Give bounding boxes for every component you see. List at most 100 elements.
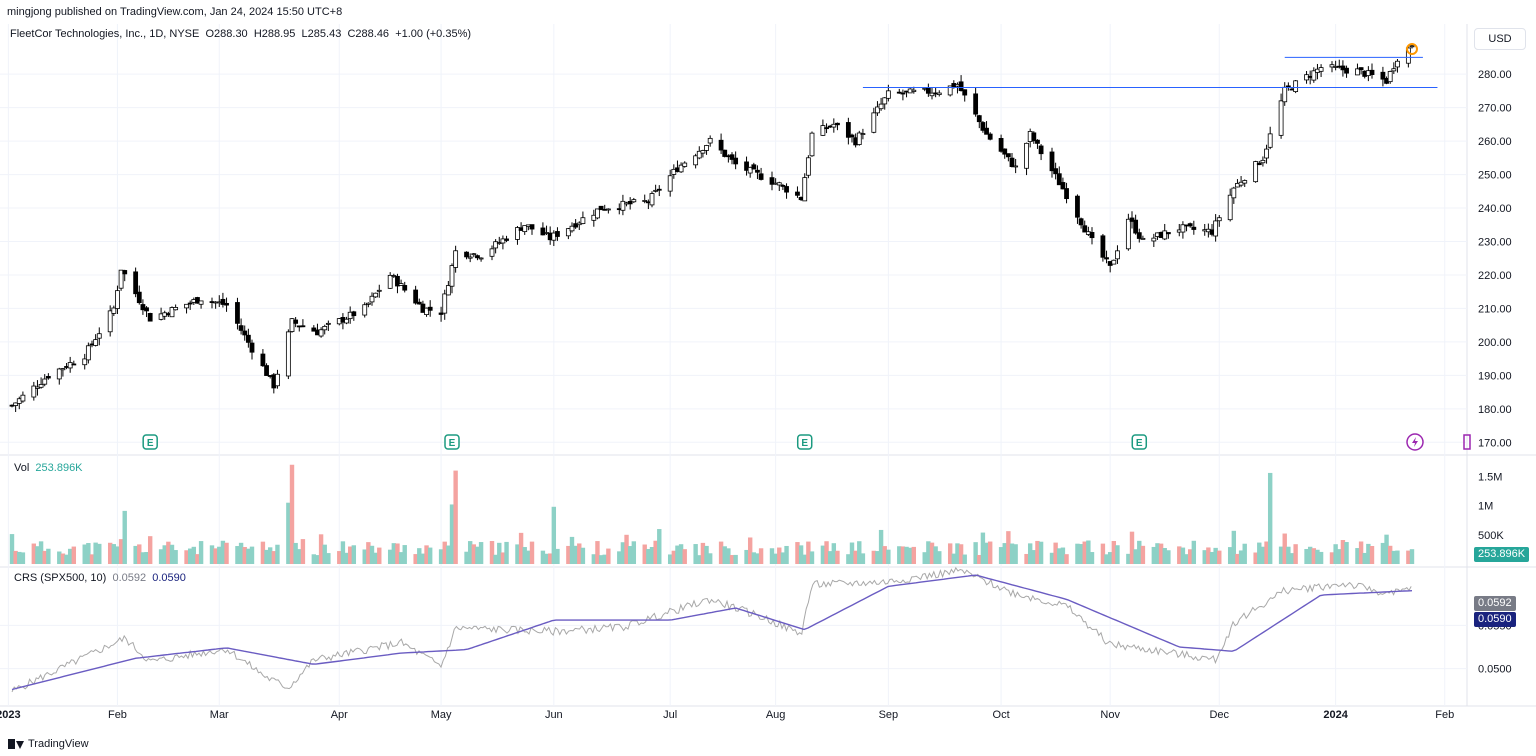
candle-body xyxy=(780,184,786,187)
volume-bar xyxy=(951,553,957,564)
volume-bar xyxy=(1191,540,1197,564)
volume-bar xyxy=(67,548,73,564)
candle-body xyxy=(1075,195,1080,218)
volume-bar xyxy=(849,542,855,564)
volume-bar xyxy=(1075,543,1080,564)
candle-body xyxy=(744,161,749,171)
volume-bar xyxy=(998,547,1004,564)
volume-bar xyxy=(1107,552,1113,564)
volume-bar xyxy=(591,554,597,564)
volume-bar xyxy=(700,542,706,564)
volume-bar xyxy=(857,541,862,564)
candle-body xyxy=(1278,100,1284,136)
volume-bar xyxy=(962,554,967,564)
volume-bar xyxy=(246,548,251,564)
volume-bar xyxy=(955,543,960,564)
volume-bar xyxy=(1264,541,1269,564)
volume-bar xyxy=(726,548,731,564)
chart-svg[interactable]: 170.00 180.00 190.00 200.00 210.00 220.00 230.… xyxy=(0,24,1536,732)
volume-bar xyxy=(1126,553,1131,564)
volume-bar xyxy=(802,554,807,564)
currency-button[interactable]: USD xyxy=(1474,28,1526,50)
low-label: L xyxy=(301,28,308,40)
candle-body xyxy=(140,304,146,311)
candle-body xyxy=(1256,162,1262,166)
volume-bar xyxy=(402,545,407,564)
volume-bar xyxy=(878,529,884,564)
volume-bar xyxy=(1380,542,1386,564)
volume-bar xyxy=(300,539,306,564)
volume-bar xyxy=(362,549,367,564)
candle-body xyxy=(973,93,979,115)
volume-bar xyxy=(395,543,400,564)
time-axis-label: 2023 xyxy=(0,709,21,721)
volume-bar xyxy=(1038,541,1044,564)
volume-bar xyxy=(1387,545,1393,564)
volume-bar xyxy=(540,550,546,564)
candle-body xyxy=(82,358,88,366)
volume-bar xyxy=(413,554,418,564)
candle-body xyxy=(442,293,448,314)
volume-bar xyxy=(122,510,127,564)
candle-body xyxy=(878,103,884,110)
volume-bar xyxy=(1282,533,1287,564)
volume-bar xyxy=(718,541,724,564)
volume-bar xyxy=(137,544,142,564)
candle-body xyxy=(1264,148,1269,159)
volume-bar xyxy=(751,552,757,564)
candle-body xyxy=(238,325,244,331)
volume-bar xyxy=(795,542,800,564)
price-axis-label: 200.00 xyxy=(1478,337,1512,349)
candle-body xyxy=(493,241,499,249)
candle-body xyxy=(293,319,299,324)
candle-body xyxy=(656,188,662,191)
candle-body xyxy=(111,307,117,314)
crs-legend[interactable]: CRS (SPX500, 10) 0.0592 0.0590 xyxy=(14,572,186,584)
volume-bar xyxy=(1082,541,1087,564)
volume-bar xyxy=(260,541,266,564)
volume-bar xyxy=(191,546,197,564)
volume-bar xyxy=(987,541,993,564)
volume-bar xyxy=(500,552,506,564)
candle-body xyxy=(882,97,888,105)
candle-body xyxy=(565,228,571,237)
candle-body xyxy=(1038,145,1044,155)
volume-bar xyxy=(1213,547,1218,564)
candle-body xyxy=(424,307,429,315)
candle-body xyxy=(627,201,633,205)
candle-body xyxy=(642,200,648,202)
volume-bar xyxy=(522,547,527,564)
volume-bar xyxy=(1060,547,1066,564)
volume-bar xyxy=(707,553,713,564)
candle-body xyxy=(755,169,760,173)
volume-bar xyxy=(1329,552,1335,564)
volume-bar xyxy=(1369,546,1375,564)
symbol-legend[interactable]: FleetCor Technologies, Inc., 1D, NYSE O2… xyxy=(10,28,471,40)
chart-frame[interactable]: 170.00 180.00 190.00 200.00 210.00 220.00 230.… xyxy=(0,24,1536,732)
candle-body xyxy=(984,127,989,135)
volume-bar xyxy=(86,543,91,564)
time-axis-label: Feb xyxy=(1435,709,1454,721)
volume-bar xyxy=(671,550,677,564)
volume-bar xyxy=(467,541,473,564)
volume-bar xyxy=(773,553,778,564)
volume-bar xyxy=(42,550,47,564)
candle-body xyxy=(322,325,328,331)
volume-bar xyxy=(733,554,738,564)
volume-bar xyxy=(337,551,342,564)
earnings-icon-glyph: E xyxy=(801,438,808,449)
volume-bar xyxy=(144,552,149,564)
volume-bar xyxy=(929,542,935,564)
volume-bar xyxy=(780,552,786,564)
candle-body xyxy=(1318,67,1324,72)
volume-bar xyxy=(1177,546,1182,564)
volume-legend[interactable]: Vol 253.896K xyxy=(14,462,83,474)
volume-bar xyxy=(453,470,458,564)
volume-bar xyxy=(1289,553,1295,564)
candle-body xyxy=(1151,237,1157,242)
candle-body xyxy=(885,90,891,99)
candle-body xyxy=(1180,224,1186,233)
volume-bar xyxy=(1057,548,1062,564)
volume-bar xyxy=(46,548,51,564)
volume-bar xyxy=(93,542,98,564)
